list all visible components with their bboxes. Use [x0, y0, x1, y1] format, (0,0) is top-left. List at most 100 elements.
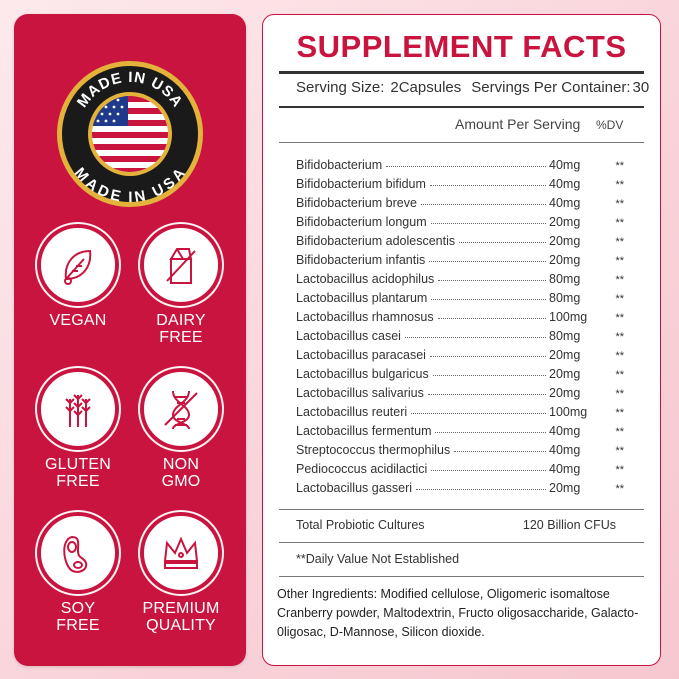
dot-leader — [430, 222, 546, 224]
table-row: Bifidobacterium bifidum 40mg ** — [296, 172, 626, 191]
ingredient-name: Bifidobacterium longum — [296, 215, 427, 229]
ingredient-dv: ** — [615, 350, 624, 362]
ingredient-dv: ** — [615, 179, 624, 191]
ingredient-amount: 40mg — [549, 443, 581, 457]
dot-leader — [429, 355, 546, 357]
ingredient-dv: ** — [615, 160, 624, 172]
dot-leader — [420, 203, 546, 205]
leaf-icon — [64, 249, 92, 285]
ingredient-dv: ** — [615, 293, 624, 305]
ingredient-dv: ** — [615, 407, 624, 419]
total-label: Total Probiotic Cultures — [296, 518, 425, 532]
divider — [279, 542, 644, 543]
dot-leader — [429, 184, 546, 186]
ingredient-name: Pediococcus acidilactici — [296, 462, 428, 476]
ingredient-dv: ** — [615, 217, 624, 229]
ingredient-amount: 40mg — [549, 177, 581, 191]
crown-icon — [163, 536, 199, 569]
divider — [279, 142, 644, 143]
table-row: Lactobacillus reuteri 100mg ** — [296, 400, 626, 419]
amount-per-serving-header: Amount Per Serving — [455, 116, 581, 132]
table-row: Lactobacillus rhamnosus 100mg ** — [296, 305, 626, 324]
wheat-icon — [65, 394, 91, 427]
dot-leader — [416, 488, 546, 490]
ingredient-amount: 20mg — [549, 386, 581, 400]
badge-gluten-free: GLUTEN FREE — [28, 372, 128, 490]
ingredient-amount: 20mg — [549, 367, 581, 381]
ingredient-dv: ** — [615, 274, 624, 286]
table-row: Lactobacillus fermentum 40mg ** — [296, 419, 626, 438]
ingredient-dv: ** — [615, 236, 624, 248]
ingredient-amount: 40mg — [549, 196, 581, 210]
ingredient-name: Lactobacillus gasseri — [296, 481, 413, 495]
ingredient-dv: ** — [615, 312, 624, 324]
ingredient-dv: ** — [615, 445, 624, 457]
dna-icon — [164, 390, 198, 430]
table-row: Lactobacillus acidophilus 80mg ** — [296, 267, 626, 286]
milk-carton-icon — [166, 248, 196, 284]
badges-panel: MADE IN USA MADE IN USA VEGAN DAIR — [14, 14, 246, 666]
ingredient-amount: 20mg — [549, 215, 581, 229]
table-row: Bifidobacterium longum 20mg ** — [296, 210, 626, 229]
badge-label: DAIRY FREE — [156, 312, 206, 346]
dot-leader — [437, 317, 546, 319]
dot-leader — [454, 450, 546, 452]
dot-leader — [459, 241, 546, 243]
ingredient-dv: ** — [615, 388, 624, 400]
ingredient-name: Bifidobacterium — [296, 158, 383, 172]
ingredient-dv: ** — [615, 369, 624, 381]
serving-size-value: 2Capsules — [390, 79, 462, 96]
ingredient-amount: 20mg — [549, 348, 581, 362]
badge-vegan: VEGAN — [28, 228, 128, 329]
divider — [279, 576, 644, 577]
dot-leader — [432, 374, 546, 376]
table-row: Lactobacillus salivarius 20mg ** — [296, 381, 626, 400]
badge-label: VEGAN — [49, 312, 107, 329]
dot-leader — [431, 469, 546, 471]
table-row: Lactobacillus plantarum 80mg ** — [296, 286, 626, 305]
badge-label: NON GMO — [161, 456, 201, 490]
badge-label: PREMIUM QUALITY — [142, 600, 220, 634]
made-in-usa-seal: MADE IN USA MADE IN USA — [57, 61, 203, 207]
table-row: Streptococcus thermophilus 40mg ** — [296, 438, 626, 457]
ingredient-amount: 20mg — [549, 253, 581, 267]
ingredient-name: Bifidobacterium bifidum — [296, 177, 426, 191]
badge-non-gmo: NON GMO — [131, 372, 231, 490]
soybean-icon — [63, 535, 88, 573]
other-ingredients: Other Ingredients: Modified cellulose, O… — [277, 587, 639, 639]
divider — [279, 71, 644, 74]
table-row: Lactobacillus casei 80mg ** — [296, 324, 626, 343]
total-row: Total Probiotic Cultures 120 Billion CFU… — [296, 518, 626, 532]
ingredient-name: Lactobacillus acidophilus — [296, 272, 435, 286]
ingredient-amount: 20mg — [549, 234, 581, 248]
servings-per-container-label: Servings Per Container: — [471, 79, 631, 96]
ingredient-dv: ** — [615, 426, 624, 438]
table-row: Bifidobacterium breve 40mg ** — [296, 191, 626, 210]
dot-leader — [438, 279, 546, 281]
table-row: Pediococcus acidilactici 40mg ** — [296, 457, 626, 476]
ingredient-dv: ** — [615, 331, 624, 343]
badge-label: GLUTEN FREE — [44, 456, 112, 490]
table-row: Lactobacillus paracasei 20mg ** — [296, 343, 626, 362]
table-row: Lactobacillus bulgaricus 20mg ** — [296, 362, 626, 381]
ingredient-name: Lactobacillus plantarum — [296, 291, 428, 305]
total-value: 120 Billion CFUs — [522, 518, 616, 532]
ingredient-amount: 100mg — [549, 405, 588, 419]
servings-per-container-value: 30 — [632, 79, 650, 96]
badge-dairy-free: DAIRY FREE — [131, 228, 231, 346]
ingredient-name: Lactobacillus casei — [296, 329, 401, 343]
supplement-facts-panel: SUPPLEMENT FACTS Serving Size: 2Capsules S… — [262, 14, 661, 666]
dot-leader — [411, 412, 546, 414]
table-row: Bifidobacterium 40mg ** — [296, 153, 626, 172]
divider — [279, 509, 644, 510]
dv-header: %DV — [596, 118, 624, 132]
ingredient-name: Lactobacillus fermentum — [296, 424, 432, 438]
ingredient-list: Bifidobacterium 40mg ** Bifidobacterium bif… — [296, 153, 626, 495]
dot-leader — [429, 260, 546, 262]
dot-leader — [404, 336, 546, 338]
badge-soy-free: SOY FREE — [28, 516, 128, 634]
ingredient-name: Lactobacillus reuteri — [296, 405, 408, 419]
facts-title: SUPPLEMENT FACTS — [296, 29, 627, 64]
dot-leader — [435, 431, 546, 433]
ingredient-dv: ** — [615, 464, 624, 476]
